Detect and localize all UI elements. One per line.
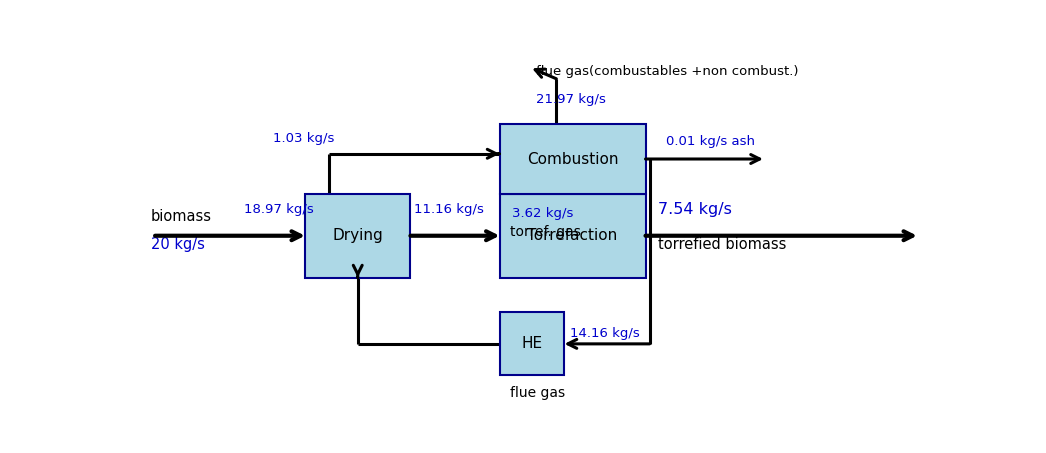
Text: torrefied biomass: torrefied biomass <box>658 237 786 252</box>
Text: 11.16 kg/s: 11.16 kg/s <box>414 203 484 216</box>
Text: 0.01 kg/s ash: 0.01 kg/s ash <box>665 135 755 148</box>
Text: biomass: biomass <box>151 209 212 224</box>
Text: 21.97 kg/s: 21.97 kg/s <box>537 93 606 106</box>
Text: 1.03 kg/s: 1.03 kg/s <box>273 131 334 145</box>
Text: 7.54 kg/s: 7.54 kg/s <box>658 202 731 217</box>
Text: Drying: Drying <box>333 228 383 243</box>
Text: flue gas(combustables +non combust.): flue gas(combustables +non combust.) <box>537 65 798 78</box>
FancyBboxPatch shape <box>500 313 565 375</box>
Text: 3.62 kg/s: 3.62 kg/s <box>511 207 573 220</box>
Text: HE: HE <box>522 337 543 352</box>
Text: Combustion: Combustion <box>527 151 618 167</box>
FancyBboxPatch shape <box>500 194 645 278</box>
Text: 18.97 kg/s: 18.97 kg/s <box>245 203 314 216</box>
FancyBboxPatch shape <box>305 194 410 278</box>
Text: 20 kg/s: 20 kg/s <box>151 237 205 252</box>
Text: flue gas: flue gas <box>510 386 565 400</box>
Text: Torrefaction: Torrefaction <box>527 228 618 243</box>
Text: torref. gas: torref. gas <box>510 225 581 239</box>
FancyBboxPatch shape <box>500 124 645 194</box>
Text: 14.16 kg/s: 14.16 kg/s <box>570 327 640 340</box>
